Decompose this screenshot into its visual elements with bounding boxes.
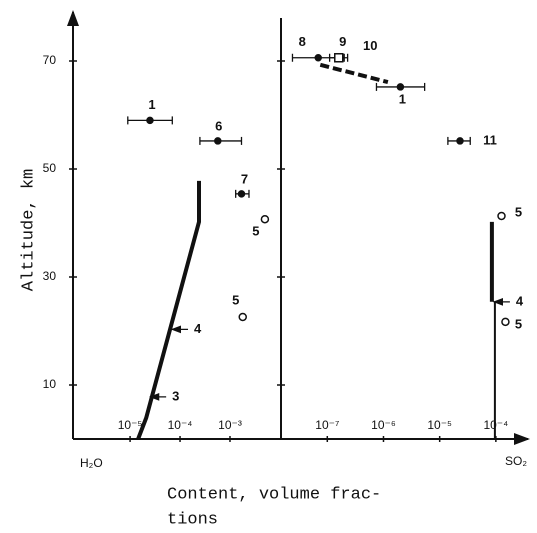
point [396,83,405,91]
x-tick-label: 10⁻⁶ [371,418,396,432]
arrow-label: 4 [194,321,202,336]
panel-name: SO₂ [505,454,527,468]
point-label: 6 [215,118,222,133]
point [314,54,322,62]
profile-line [136,180,201,440]
point-label: 5 [515,316,522,331]
profile-label: 10 [363,38,377,53]
x-tick-label: 10⁻³ [218,418,242,432]
point-label: 5 [232,292,239,307]
panel-name: H₂O [80,456,103,470]
point [214,137,222,145]
point-label: 1 [399,91,406,106]
x-tick-label: 10⁻⁴ [168,418,193,432]
y-tick-label: 70 [43,53,57,67]
y-tick-label: 30 [43,269,57,283]
x-tick-label: 10⁻⁵ [118,418,143,432]
point-label: 8 [299,34,306,49]
point [501,317,510,327]
x-tick-label: 10⁻⁵ [427,418,452,432]
point [146,116,154,125]
arrow-label: 3 [172,388,179,403]
point-label: 1 [148,97,155,112]
point-label: 5 [252,224,259,239]
point [497,211,506,221]
y-tick-label: 50 [43,161,57,175]
point-label: 9 [339,34,346,49]
y-axis-label: Altitude, km [19,169,38,291]
point [237,190,246,198]
point [238,312,247,322]
x-axis-label: tions [167,510,218,529]
x-axis-label: Content, volume frac- [167,485,381,504]
profile-line [319,62,389,85]
arrow-label: 4 [516,293,524,308]
point [456,137,464,145]
point-label: 11 [483,132,497,147]
y-tick-label: 10 [43,377,57,391]
point-label: 5 [515,204,522,219]
point-label: 7 [241,171,248,186]
point [260,214,270,224]
point [334,53,344,63]
x-tick-label: 10⁻⁷ [315,418,339,432]
